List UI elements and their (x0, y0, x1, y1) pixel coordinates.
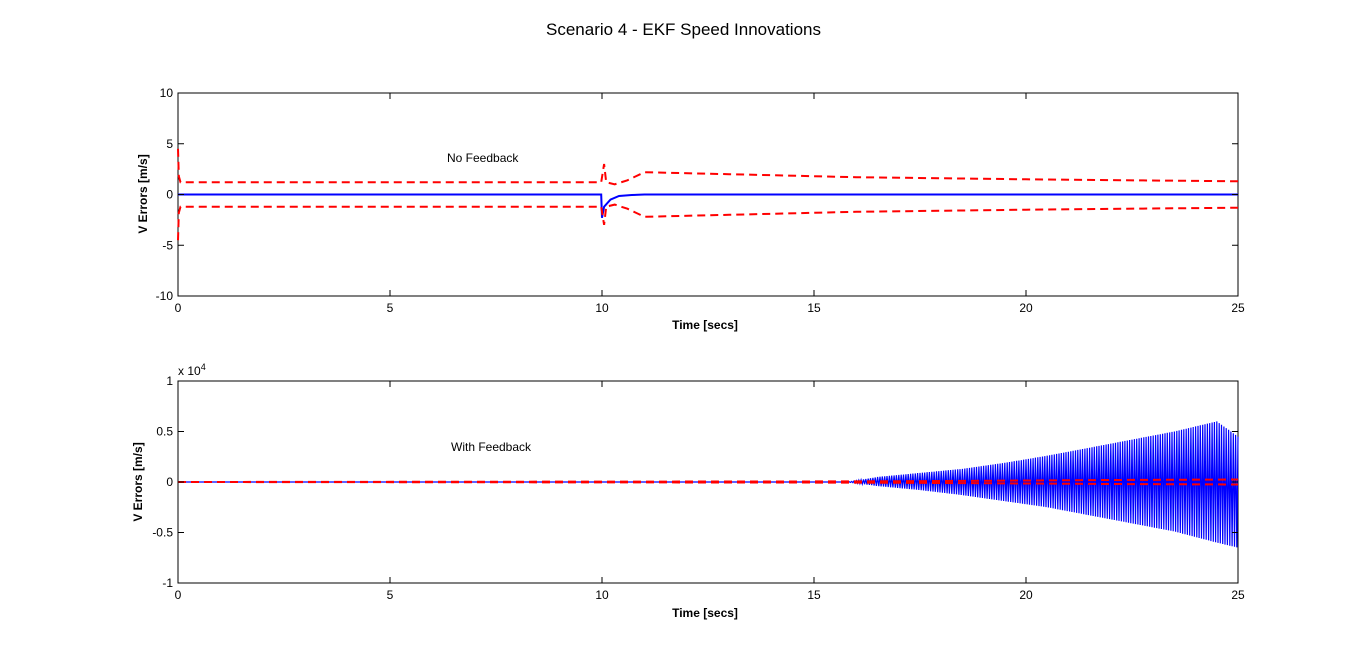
series-bound-line-2 (177, 481, 1239, 486)
tick-layer: 0 5 10 15 20 25 -1 -0.5 0 0.5 1 (152, 374, 1245, 602)
x-axis-label: Time [secs] (672, 318, 738, 332)
y-tick-label: -5 (162, 238, 173, 252)
x-tick-label: 5 (387, 301, 394, 315)
x-tick-label: 10 (595, 588, 609, 602)
y-tick-label: 0.5 (156, 425, 173, 439)
series-bound-line-2 (177, 203, 1239, 241)
y-tick-label: 0 (166, 188, 173, 202)
x-tick-label: 20 (1019, 588, 1033, 602)
y-tick-label: -10 (156, 289, 174, 303)
y-tick-label: -0.5 (152, 526, 173, 540)
x-tick-label: 15 (807, 301, 821, 315)
series-bound-line-1 (177, 148, 1239, 186)
series-innovation-line (178, 193, 1238, 218)
annotation-with-feedback: With Feedback (451, 440, 532, 454)
x-tick-label: 25 (1231, 301, 1245, 315)
x-tick-label: 10 (595, 301, 609, 315)
figure-title: Scenario 4 - EKF Speed Innovations (546, 20, 821, 39)
y-tick-label: 5 (166, 137, 173, 151)
exponent-base: x 10 (178, 364, 201, 378)
y-axis-label: V Errors [m/s] (131, 442, 145, 521)
y-tick-label: 0 (166, 475, 173, 489)
x-tick-label: 0 (175, 588, 182, 602)
x-tick-label: 15 (807, 588, 821, 602)
y-axis-label: V Errors [m/s] (136, 154, 150, 233)
subplot-with-feedback: 0 5 10 15 20 25 -1 -0.5 0 0.5 1 With Feedback Time… (131, 362, 1245, 620)
exponent-label: x 104 (178, 362, 206, 378)
data-layer (177, 421, 1239, 548)
tick-layer: 0 5 10 15 20 25 -10 -5 0 5 10 (156, 86, 1245, 315)
y-tick-label: -1 (162, 576, 173, 590)
x-tick-label: 0 (175, 301, 182, 315)
x-axis-label: Time [secs] (672, 606, 738, 620)
exponent-power: 4 (201, 362, 206, 372)
x-tick-label: 5 (387, 588, 394, 602)
subplot-no-feedback: 0 5 10 15 20 25 -10 -5 0 5 10 No Feedback Time [se… (136, 86, 1245, 332)
data-layer (177, 148, 1239, 241)
x-tick-label: 25 (1231, 588, 1245, 602)
y-tick-label: 10 (160, 86, 174, 100)
annotation-no-feedback: No Feedback (447, 151, 519, 165)
y-tick-label: 1 (166, 374, 173, 388)
x-tick-label: 20 (1019, 301, 1033, 315)
